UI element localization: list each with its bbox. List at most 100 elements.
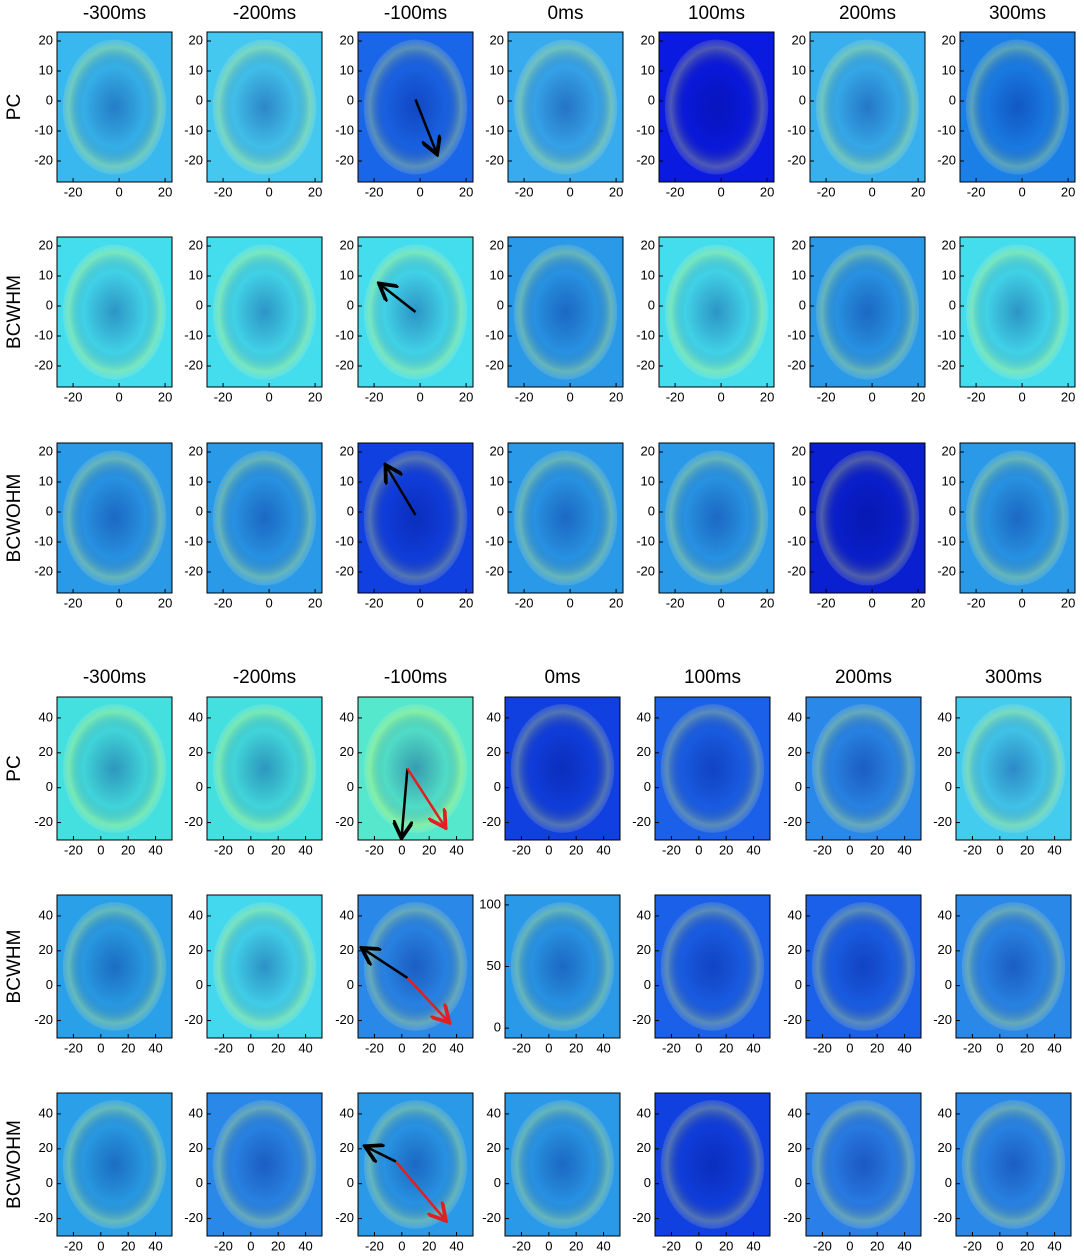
- x-tick-label: 40: [298, 1238, 312, 1253]
- x-tick-label: 20: [158, 184, 172, 199]
- y-tick-label: 10: [942, 473, 956, 488]
- y-tick-label: 20: [340, 32, 354, 47]
- y-tick-label: 10: [39, 267, 53, 282]
- y-tick-label: 20: [340, 942, 354, 957]
- arrow: [394, 1160, 444, 1219]
- y-tick-label: -20: [34, 563, 53, 578]
- y-tick-label: 40: [487, 709, 501, 724]
- x-tick-label: -20: [64, 842, 83, 857]
- x-tick-label: 0: [398, 1238, 405, 1253]
- x-tick-label: 0: [247, 842, 254, 857]
- x-tick-label: 40: [746, 1238, 760, 1253]
- y-tick-label: 20: [487, 744, 501, 759]
- panel-frame: [56, 236, 173, 388]
- x-tick-label: 20: [719, 842, 733, 857]
- x-tick-label: 20: [911, 389, 925, 404]
- y-tick-label: -20: [787, 563, 806, 578]
- y-tick-label: 40: [637, 907, 651, 922]
- x-tick-label: 0: [97, 1040, 104, 1055]
- panel-frame: [959, 442, 1076, 594]
- panel-frame: [955, 1092, 1072, 1237]
- y-tick-label: 0: [949, 92, 956, 107]
- heatmap-texture: [62, 1100, 167, 1229]
- x-tick-label: 20: [271, 842, 285, 857]
- y-tick-label: 0: [347, 977, 354, 992]
- x-tick-label: 20: [308, 389, 322, 404]
- row-label: BCWHM: [4, 275, 25, 349]
- y-tick-label: 0: [46, 92, 53, 107]
- x-tick-label: -20: [967, 595, 986, 610]
- heatmap-texture: [212, 244, 317, 380]
- y-tick-label: -20: [783, 1210, 802, 1225]
- y-tick-label: 20: [938, 942, 952, 957]
- row-label: BCWOHM: [4, 474, 25, 563]
- y-tick-label: 20: [39, 1140, 53, 1155]
- heatmap-texture: [510, 704, 615, 833]
- column-title: 200ms: [835, 667, 892, 688]
- x-tick-label: 20: [760, 595, 774, 610]
- y-tick-label: -20: [632, 1012, 651, 1027]
- heatmap-texture: [815, 244, 920, 380]
- heatmap-texture: [363, 450, 468, 586]
- x-tick-label: 20: [158, 595, 172, 610]
- y-tick-label: 20: [942, 32, 956, 47]
- heatmap-texture: [660, 1100, 765, 1229]
- y-tick-label: 20: [490, 443, 504, 458]
- y-tick-label: -20: [636, 563, 655, 578]
- panel-frame: [658, 31, 775, 183]
- heatmap-texture: [961, 902, 1066, 1031]
- column-title: -100ms: [384, 3, 447, 24]
- y-tick-label: 20: [637, 744, 651, 759]
- y-tick-label: -10: [34, 533, 53, 548]
- panel-frame: [507, 442, 624, 594]
- y-tick-label: 0: [795, 977, 802, 992]
- y-tick-label: 0: [644, 779, 651, 794]
- y-tick-label: 10: [792, 473, 806, 488]
- y-tick-label: -20: [34, 1210, 53, 1225]
- y-tick-label: 40: [637, 709, 651, 724]
- x-tick-label: 0: [398, 842, 405, 857]
- heatmap-texture: [363, 1100, 468, 1229]
- y-tick-label: 0: [494, 779, 501, 794]
- y-tick-label: -10: [34, 122, 53, 137]
- y-tick-label: 20: [490, 237, 504, 252]
- y-tick-label: -10: [335, 533, 354, 548]
- panel-frame: [959, 236, 1076, 388]
- column-title: 0ms: [548, 3, 584, 24]
- y-tick-label: 0: [494, 1175, 501, 1190]
- y-tick-label: 40: [340, 709, 354, 724]
- x-tick-label: 20: [422, 1040, 436, 1055]
- x-tick-label: 0: [566, 389, 573, 404]
- x-tick-label: 40: [897, 842, 911, 857]
- x-tick-label: 20: [911, 595, 925, 610]
- column-title: -200ms: [233, 667, 296, 688]
- heatmap-texture: [212, 902, 317, 1031]
- x-tick-label: 40: [746, 1040, 760, 1055]
- x-tick-label: 20: [609, 184, 623, 199]
- y-tick-label: -20: [485, 357, 504, 372]
- y-tick-label: 0: [46, 977, 53, 992]
- y-tick-label: 0: [799, 503, 806, 518]
- x-tick-label: 20: [308, 184, 322, 199]
- x-tick-label: 20: [121, 1040, 135, 1055]
- x-tick-label: 20: [158, 389, 172, 404]
- y-tick-label: 0: [196, 1175, 203, 1190]
- y-tick-label: 40: [189, 709, 203, 724]
- y-tick-label: 10: [189, 473, 203, 488]
- panel-frame: [955, 696, 1072, 841]
- y-tick-label: -10: [335, 327, 354, 342]
- panel-frame: [206, 1092, 323, 1237]
- y-tick-label: -20: [937, 357, 956, 372]
- column-title: -300ms: [83, 667, 146, 688]
- y-tick-label: -10: [787, 533, 806, 548]
- x-tick-label: 0: [416, 595, 423, 610]
- y-tick-label: -20: [335, 563, 354, 578]
- panel-frame: [658, 442, 775, 594]
- y-tick-label: -20: [34, 1012, 53, 1027]
- x-tick-label: 40: [596, 1238, 610, 1253]
- x-tick-label: 0: [846, 1238, 853, 1253]
- x-tick-label: -20: [214, 595, 233, 610]
- y-tick-label: -10: [636, 122, 655, 137]
- y-tick-label: 40: [39, 1105, 53, 1120]
- heatmap-texture: [660, 902, 765, 1031]
